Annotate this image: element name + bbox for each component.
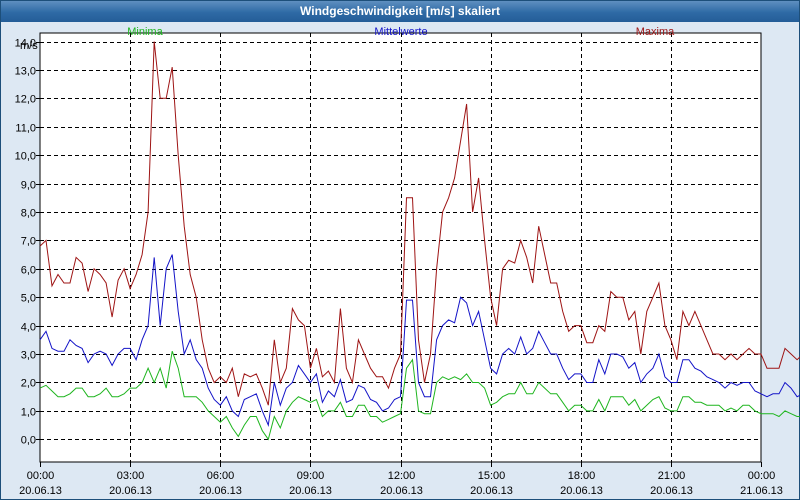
x-tick-time: 00:00 [748,470,776,482]
legend-maxima: Maxima [636,26,675,38]
y-tick-label: 4,0 [21,322,36,334]
x-tick-date: 21.06.13 [740,485,783,497]
x-tick-time: 00:00 [27,470,55,482]
chart-title: Windgeschwindigkeit [m/s] skaliert [1,1,799,22]
x-tick-date: 20.06.13 [560,485,603,497]
y-tick-label: 8,0 [21,208,36,220]
series-line-minima [39,351,800,441]
x-tick-date: 20.06.13 [109,485,152,497]
x-tick-time: 09:00 [297,470,325,482]
series-line-mittelwerte [39,254,800,427]
y-tick-label: 12,0 [15,94,36,106]
y-tick-label: 6,0 [21,265,36,277]
x-tick-time: 12:00 [388,470,416,482]
x-tick-date: 20.06.13 [199,485,242,497]
x-tick-time: 15:00 [478,470,506,482]
x-tick-date: 20.06.13 [289,485,332,497]
x-tick-time: 03:00 [117,470,145,482]
y-tick-label: 11,0 [15,123,36,135]
y-tick-label: 13,0 [15,66,36,78]
x-tick-date: 20.06.13 [470,485,513,497]
y-tick-label: 7,0 [21,236,36,248]
x-tick-date: 20.06.13 [19,485,62,497]
plot-area [39,32,762,463]
series-line-maxima [39,41,800,406]
y-tick-label: 3,0 [21,350,36,362]
x-tick-time: 06:00 [207,470,235,482]
y-tick-label: 2,0 [21,378,36,390]
y-axis-label: m/s [20,40,38,52]
y-tick-label: 9,0 [21,180,36,192]
y-tick-label: 0,0 [21,435,36,447]
x-tick-time: 18:00 [568,470,596,482]
x-tick-date: 20.06.13 [650,485,693,497]
x-tick-time: 21:00 [658,470,686,482]
x-tick-date: 20.06.13 [380,485,423,497]
y-tick-label: 10,0 [15,151,36,163]
y-tick-label: 5,0 [21,293,36,305]
y-tick-label: 1,0 [21,407,36,419]
y-tick-label: 14,0 [15,38,36,50]
legend-mittelwerte: Mittelwerte [374,26,427,38]
legend-minima: Minima [127,26,163,38]
